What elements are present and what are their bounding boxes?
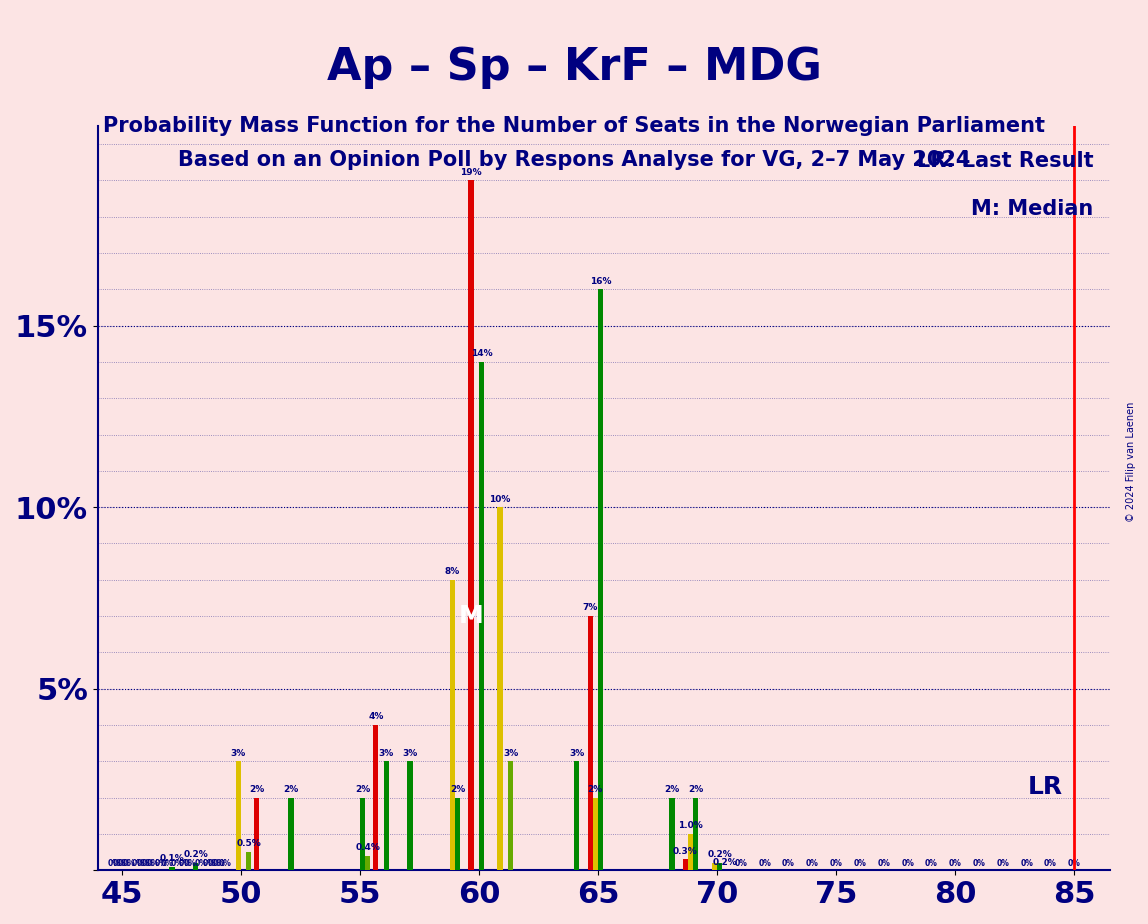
Bar bbox=[669, 797, 675, 870]
Text: 0.3%: 0.3% bbox=[673, 846, 698, 856]
Bar bbox=[254, 797, 259, 870]
Text: 2%: 2% bbox=[249, 785, 264, 794]
Bar bbox=[507, 761, 513, 870]
Text: 0.2%: 0.2% bbox=[713, 857, 737, 867]
Bar bbox=[169, 867, 174, 870]
Text: 0%: 0% bbox=[161, 859, 173, 869]
Text: 2%: 2% bbox=[355, 785, 370, 794]
Text: 2%: 2% bbox=[689, 785, 704, 794]
Bar bbox=[408, 761, 412, 870]
Bar bbox=[497, 507, 503, 870]
Bar bbox=[450, 579, 455, 870]
Text: 0%: 0% bbox=[108, 859, 121, 869]
Text: 3%: 3% bbox=[231, 748, 246, 758]
Text: 0%: 0% bbox=[113, 859, 125, 869]
Text: 0%: 0% bbox=[118, 859, 131, 869]
Text: 0%: 0% bbox=[208, 859, 220, 869]
Bar bbox=[588, 616, 592, 870]
Text: 0%: 0% bbox=[155, 859, 168, 869]
Bar bbox=[683, 859, 688, 870]
Text: 2%: 2% bbox=[450, 785, 465, 794]
Text: 0%: 0% bbox=[194, 859, 208, 869]
Text: 3%: 3% bbox=[503, 748, 518, 758]
Text: 0%: 0% bbox=[214, 859, 226, 869]
Bar bbox=[598, 289, 603, 870]
Text: 2%: 2% bbox=[588, 785, 603, 794]
Text: Based on an Opinion Poll by Respons Analyse for VG, 2–7 May 2024: Based on an Opinion Poll by Respons Anal… bbox=[178, 150, 970, 170]
Text: 0%: 0% bbox=[996, 859, 1009, 869]
Text: 4%: 4% bbox=[369, 712, 383, 722]
Bar bbox=[365, 856, 371, 870]
Text: 2%: 2% bbox=[284, 785, 298, 794]
Bar bbox=[383, 761, 389, 870]
Bar bbox=[718, 863, 722, 870]
Text: 0%: 0% bbox=[948, 859, 962, 869]
Bar bbox=[359, 797, 365, 870]
Text: 0%: 0% bbox=[782, 859, 794, 869]
Bar bbox=[468, 180, 474, 870]
Bar bbox=[693, 797, 698, 870]
Text: 0%: 0% bbox=[1068, 859, 1080, 869]
Bar bbox=[235, 761, 241, 870]
Text: Probability Mass Function for the Number of Seats in the Norwegian Parliament: Probability Mass Function for the Number… bbox=[103, 116, 1045, 136]
Bar bbox=[246, 852, 251, 870]
Text: 0%: 0% bbox=[877, 859, 890, 869]
Text: 3%: 3% bbox=[379, 748, 394, 758]
Bar bbox=[574, 761, 580, 870]
Text: 0%: 0% bbox=[218, 859, 231, 869]
Bar bbox=[479, 362, 484, 870]
Text: 0%: 0% bbox=[184, 859, 197, 869]
Text: 0.2%: 0.2% bbox=[184, 850, 208, 859]
Text: 19%: 19% bbox=[460, 168, 482, 176]
Bar bbox=[373, 725, 379, 870]
Text: 0%: 0% bbox=[171, 859, 184, 869]
Text: 0%: 0% bbox=[806, 859, 819, 869]
Text: 0%: 0% bbox=[203, 859, 216, 869]
Text: 0%: 0% bbox=[759, 859, 771, 869]
Text: 0%: 0% bbox=[1044, 859, 1057, 869]
Text: 16%: 16% bbox=[590, 276, 612, 286]
Bar bbox=[592, 797, 598, 870]
Text: 0%: 0% bbox=[179, 859, 192, 869]
Text: 0%: 0% bbox=[137, 859, 149, 869]
Text: 0.2%: 0.2% bbox=[707, 850, 732, 859]
Text: M: Median: M: Median bbox=[971, 199, 1093, 218]
Bar bbox=[193, 863, 199, 870]
Text: 10%: 10% bbox=[489, 494, 511, 504]
Bar bbox=[288, 797, 294, 870]
Bar bbox=[688, 834, 693, 870]
Text: 0%: 0% bbox=[830, 859, 843, 869]
Text: 2%: 2% bbox=[665, 785, 680, 794]
Text: LR: LR bbox=[1027, 774, 1062, 798]
Text: 14%: 14% bbox=[471, 349, 492, 359]
Text: Ap – Sp – KrF – MDG: Ap – Sp – KrF – MDG bbox=[326, 46, 822, 90]
Text: 7%: 7% bbox=[582, 603, 598, 613]
Text: 0.4%: 0.4% bbox=[355, 843, 380, 852]
Text: M: M bbox=[459, 604, 483, 628]
Bar bbox=[712, 863, 718, 870]
Text: 0.5%: 0.5% bbox=[236, 840, 261, 848]
Text: © 2024 Filip van Laenen: © 2024 Filip van Laenen bbox=[1126, 402, 1135, 522]
Bar bbox=[455, 797, 460, 870]
Text: 0%: 0% bbox=[925, 859, 938, 869]
Text: 8%: 8% bbox=[444, 567, 460, 577]
Text: 0.1%: 0.1% bbox=[160, 854, 185, 863]
Text: 0%: 0% bbox=[123, 859, 135, 869]
Text: LR: Last Result: LR: Last Result bbox=[917, 152, 1093, 171]
Text: 0%: 0% bbox=[131, 859, 144, 869]
Text: 0%: 0% bbox=[1021, 859, 1033, 869]
Text: 3%: 3% bbox=[403, 748, 418, 758]
Text: 3%: 3% bbox=[569, 748, 584, 758]
Text: 0%: 0% bbox=[901, 859, 914, 869]
Text: 0%: 0% bbox=[853, 859, 867, 869]
Text: 0%: 0% bbox=[147, 859, 160, 869]
Text: 0%: 0% bbox=[735, 859, 747, 869]
Text: 1.0%: 1.0% bbox=[678, 821, 703, 831]
Text: 0%: 0% bbox=[972, 859, 985, 869]
Text: 0%: 0% bbox=[141, 859, 155, 869]
